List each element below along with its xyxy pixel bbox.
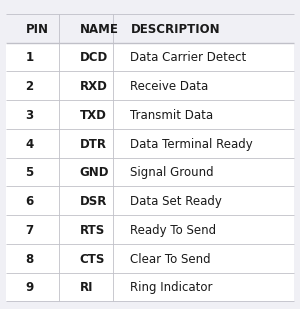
Text: Clear To Send: Clear To Send bbox=[130, 252, 211, 265]
Text: DTR: DTR bbox=[80, 138, 106, 150]
Text: PIN: PIN bbox=[26, 23, 49, 36]
Text: RXD: RXD bbox=[80, 80, 107, 93]
Text: 2: 2 bbox=[26, 80, 34, 93]
Text: Receive Data: Receive Data bbox=[130, 80, 209, 93]
Text: 9: 9 bbox=[26, 281, 34, 294]
Text: 5: 5 bbox=[26, 166, 34, 179]
Bar bbox=[6, 129, 294, 158]
Bar bbox=[6, 158, 294, 186]
Text: 4: 4 bbox=[26, 138, 34, 150]
Text: DESCRIPTION: DESCRIPTION bbox=[130, 23, 220, 36]
Text: Ring Indicator: Ring Indicator bbox=[130, 281, 213, 294]
Bar bbox=[6, 71, 294, 100]
Text: RI: RI bbox=[80, 281, 93, 294]
Text: Ready To Send: Ready To Send bbox=[130, 224, 217, 237]
Text: CTS: CTS bbox=[80, 252, 105, 265]
Text: TXD: TXD bbox=[80, 109, 106, 122]
Bar bbox=[6, 14, 294, 43]
Bar bbox=[6, 100, 294, 129]
Bar bbox=[6, 43, 294, 71]
Bar bbox=[6, 273, 294, 301]
Text: 3: 3 bbox=[26, 109, 34, 122]
Text: Data Set Ready: Data Set Ready bbox=[130, 195, 222, 208]
Text: Signal Ground: Signal Ground bbox=[130, 166, 214, 179]
Text: DCD: DCD bbox=[80, 51, 108, 64]
Bar bbox=[6, 244, 294, 273]
Text: 7: 7 bbox=[26, 224, 34, 237]
Text: GND: GND bbox=[80, 166, 109, 179]
Text: 6: 6 bbox=[26, 195, 34, 208]
Text: 8: 8 bbox=[26, 252, 34, 265]
Text: NAME: NAME bbox=[80, 23, 118, 36]
Text: Data Carrier Detect: Data Carrier Detect bbox=[130, 51, 247, 64]
Text: 1: 1 bbox=[26, 51, 34, 64]
Text: DSR: DSR bbox=[80, 195, 107, 208]
Text: Transmit Data: Transmit Data bbox=[130, 109, 214, 122]
Bar bbox=[6, 215, 294, 244]
Text: Data Terminal Ready: Data Terminal Ready bbox=[130, 138, 253, 150]
Bar bbox=[6, 186, 294, 215]
Text: RTS: RTS bbox=[80, 224, 105, 237]
